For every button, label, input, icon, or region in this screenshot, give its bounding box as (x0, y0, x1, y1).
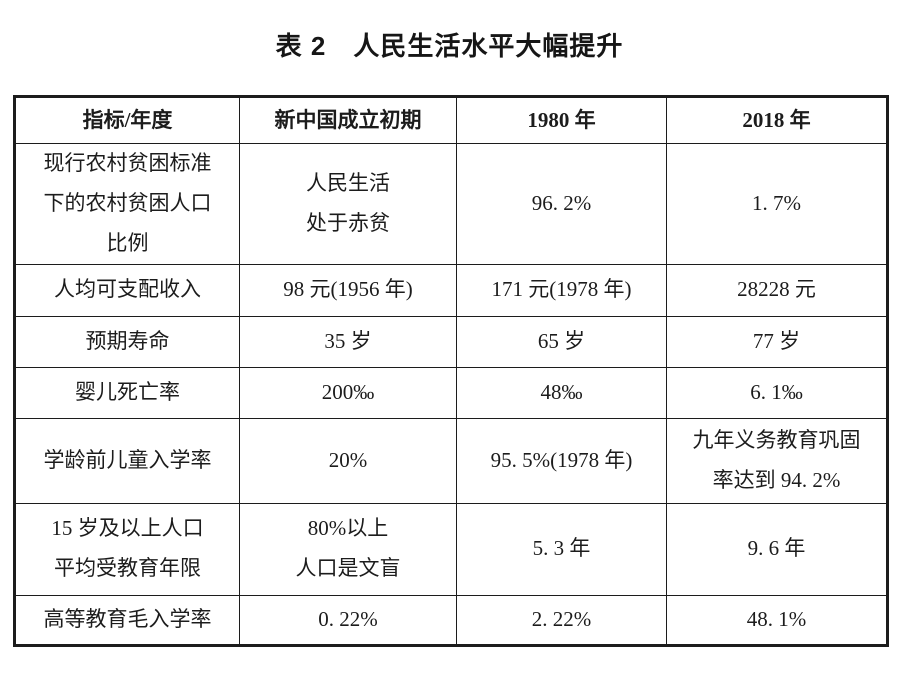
cell-value: 171 元(1978 年) (456, 263, 667, 317)
living-standards-table: 指标/年度 新中国成立初期 1980 年 2018 年 现行农村贫困标准 下的农… (13, 95, 889, 647)
header-indicator-year: 指标/年度 (14, 96, 240, 144)
cell-value: 95. 5%(1978 年) (456, 417, 667, 504)
table-row-infant-mortality: 婴儿死亡率 200‰ 48‰ 6. 1‰ (14, 366, 888, 419)
cell-value: 2. 22% (456, 594, 667, 646)
row-label: 预期寿命 (14, 315, 240, 368)
cell-value: 96. 2% (456, 143, 667, 265)
cell-value: 77 岁 (666, 315, 888, 368)
table-row-life-expectancy: 预期寿命 35 岁 65 岁 77 岁 (14, 315, 888, 368)
cell-value: 65 岁 (456, 315, 667, 368)
table-row-preschool-enrollment: 学龄前儿童入学率 20% 95. 5%(1978 年) 九年义务教育巩固 率达到… (14, 417, 888, 504)
row-label: 15 岁及以上人口 平均受教育年限 (14, 502, 240, 596)
cell-value: 35 岁 (239, 315, 457, 368)
header-row: 指标/年度 新中国成立初期 1980 年 2018 年 (14, 96, 888, 144)
cell-value: 20% (239, 417, 457, 504)
cell-value: 9. 6 年 (666, 502, 888, 596)
row-label: 人均可支配收入 (14, 263, 240, 317)
table-row-years-of-education: 15 岁及以上人口 平均受教育年限 80%以上 人口是文盲 5. 3 年 9. … (14, 502, 888, 596)
row-label: 高等教育毛入学率 (14, 594, 240, 646)
table-row-disposable-income: 人均可支配收入 98 元(1956 年) 171 元(1978 年) 28228… (14, 263, 888, 317)
cell-value: 98 元(1956 年) (239, 263, 457, 317)
row-label: 现行农村贫困标准 下的农村贫困人口 比例 (14, 143, 240, 265)
cell-value: 0. 22% (239, 594, 457, 646)
table-row-rural-poverty: 现行农村贫困标准 下的农村贫困人口 比例 人民生活 处于赤贫 96. 2% 1.… (14, 143, 888, 265)
row-label: 学龄前儿童入学率 (14, 417, 240, 504)
cell-value: 5. 3 年 (456, 502, 667, 596)
header-early-prc: 新中国成立初期 (239, 96, 457, 144)
header-1980: 1980 年 (456, 96, 667, 144)
table-row-higher-education: 高等教育毛入学率 0. 22% 2. 22% 48. 1% (14, 594, 888, 646)
cell-value: 人民生活 处于赤贫 (239, 143, 457, 265)
cell-value: 48. 1% (666, 594, 888, 646)
table-caption: 表 2 人民生活水平大幅提升 (275, 31, 624, 61)
cell-value: 80%以上 人口是文盲 (239, 502, 457, 596)
row-label: 婴儿死亡率 (14, 366, 240, 419)
header-2018: 2018 年 (666, 96, 888, 144)
cell-value: 200‰ (239, 366, 457, 419)
cell-value: 1. 7% (666, 143, 888, 265)
cell-value: 6. 1‰ (666, 366, 888, 419)
cell-value: 九年义务教育巩固 率达到 94. 2% (666, 417, 888, 504)
cell-value: 48‰ (456, 366, 667, 419)
cell-value: 28228 元 (666, 263, 888, 317)
